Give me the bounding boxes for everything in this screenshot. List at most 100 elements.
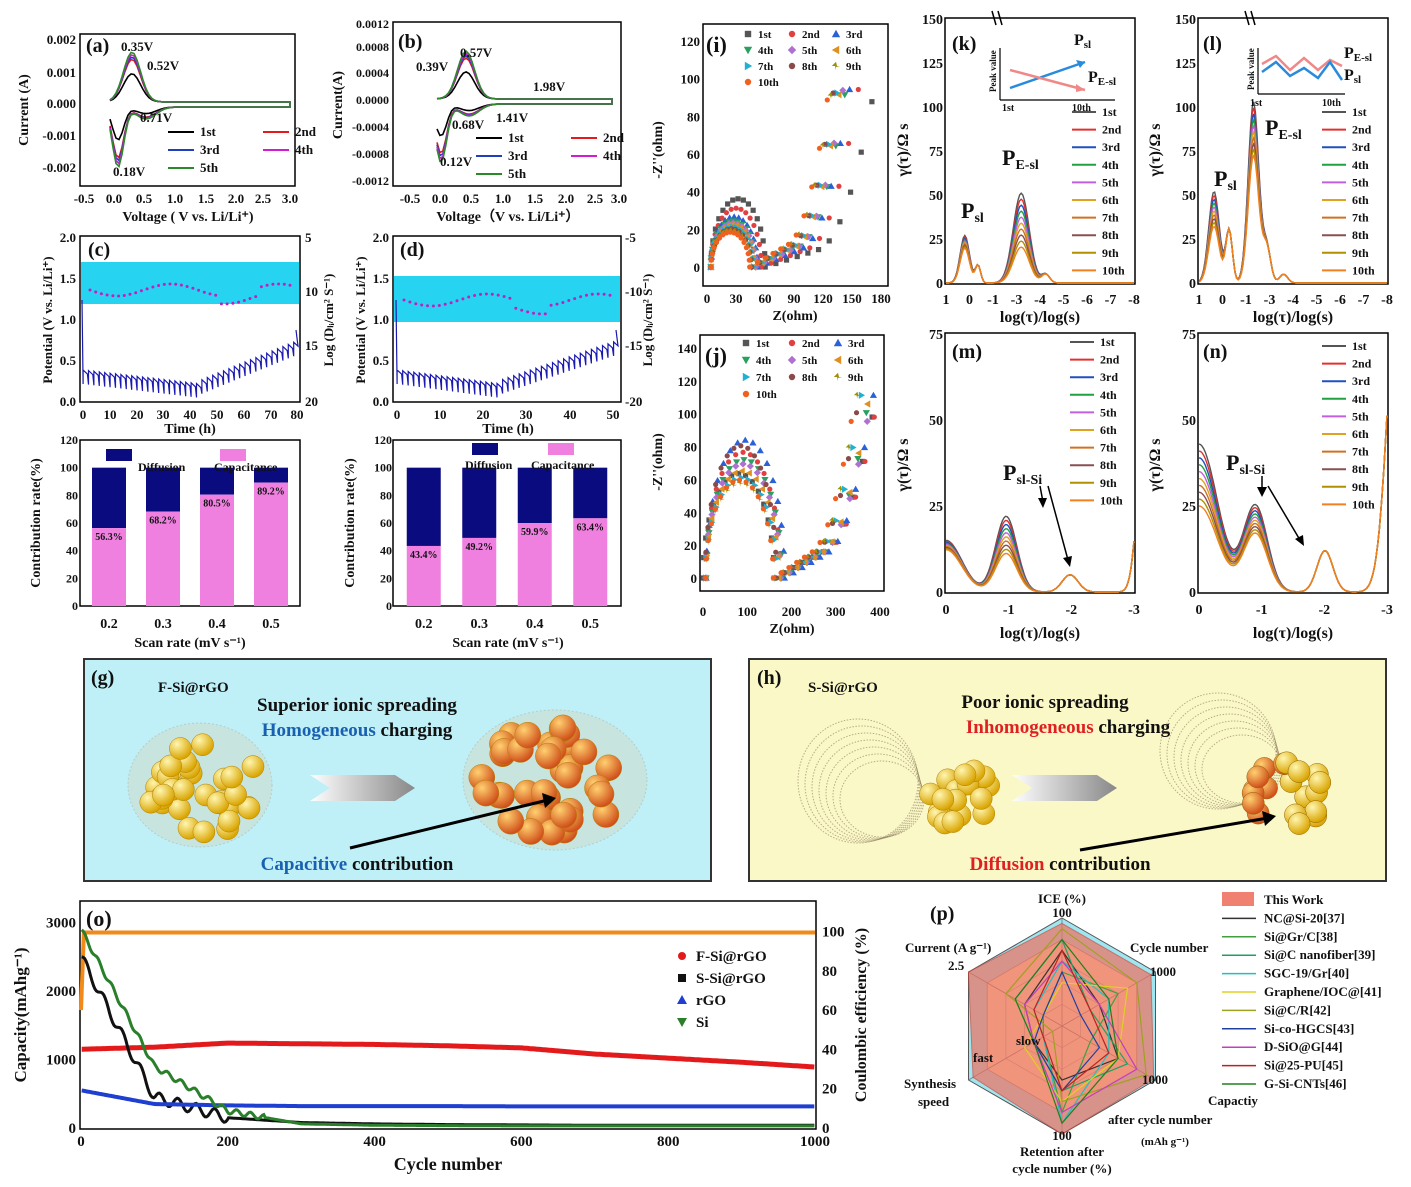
data-point xyxy=(845,85,854,93)
panel-d-label: (d) xyxy=(400,239,424,261)
tick-label: 40 xyxy=(687,185,700,200)
panel-c-frame xyxy=(79,235,301,403)
data-point xyxy=(754,231,760,237)
tick: 2.0 xyxy=(228,191,244,206)
data-point xyxy=(705,537,711,544)
panel-p: (p) ICE (%) 100 Cycle number 1000 1000 C… xyxy=(904,891,1382,1176)
panel-l-yticks: 0 25 50 75 100 125 150 xyxy=(1175,13,1196,292)
peak-label: 0.71V xyxy=(140,110,173,125)
legend-label: 5th xyxy=(200,160,219,175)
data-point xyxy=(725,201,731,207)
inset-ylabel: Peak value xyxy=(1246,48,1256,90)
panel-d-yticks: 2.0 1.5 1.0 0.5 0.0 xyxy=(373,230,390,409)
panel-d-highlight-band xyxy=(394,276,620,322)
panel-d-ylabel: Potential (V vs. Li/Li⁺) xyxy=(353,256,368,383)
tick-label: 200 xyxy=(217,1134,240,1150)
panel-l-ylabel: γ(τ)/Ω s xyxy=(1147,124,1164,178)
data-point xyxy=(749,478,755,485)
panel-b: (b) 0.0012 0.0008 0.0004 0.0000 -0.0004 … xyxy=(331,17,627,225)
data-point xyxy=(819,141,827,150)
diffusion-point xyxy=(484,292,488,296)
panel-d-gitt-curve xyxy=(395,292,619,398)
peak-label: 0.52V xyxy=(147,58,180,73)
legend-label: 8th xyxy=(1352,462,1369,476)
legend-label: 8th xyxy=(1102,228,1119,242)
tick: 0 xyxy=(394,407,401,422)
data-point xyxy=(723,210,730,216)
drt-curve-10 xyxy=(1198,153,1387,284)
data-point xyxy=(743,46,753,55)
panel-m-yticks: 0 25 50 75 xyxy=(929,328,943,601)
radar-axis-value: 2.5 xyxy=(948,958,965,973)
data-point xyxy=(777,521,786,528)
capacity-series-rGO xyxy=(81,1088,815,1109)
data-point xyxy=(708,501,714,508)
data-point xyxy=(785,241,792,247)
bar-value-label: 63.4% xyxy=(577,522,605,533)
data-point xyxy=(741,356,751,365)
data-point xyxy=(738,206,744,212)
tick-label: 25 xyxy=(929,500,943,515)
legend-label: 1st xyxy=(508,130,525,145)
panel-h-particle-cluster xyxy=(919,759,1000,835)
data-point xyxy=(871,414,877,420)
data-point xyxy=(795,242,803,250)
legend-label: 5th xyxy=(508,166,527,181)
legend-label: 4th xyxy=(756,355,771,367)
data-point xyxy=(767,491,775,498)
tick: 0.000 xyxy=(47,96,76,111)
radar-axis-label: after cycle number xyxy=(1108,1112,1213,1127)
tick-label: 60 xyxy=(380,516,392,530)
tick-label: 1000 xyxy=(800,1134,830,1150)
tick-label: 1000 xyxy=(46,1053,76,1069)
inset-x1: 1st xyxy=(1250,98,1263,109)
panel-j-label: (j) xyxy=(705,343,727,368)
tick-label: 400 xyxy=(870,604,890,619)
tick-label: 0 xyxy=(1189,586,1196,601)
data-point xyxy=(716,216,722,222)
data-point xyxy=(705,524,711,530)
data-point xyxy=(781,251,789,259)
panel-m-legend: 1st 2nd 3rd 4th 5th 6th 7th 8th 9th 10th xyxy=(1070,335,1123,507)
data-point xyxy=(746,462,754,470)
tick-label: -7 xyxy=(1105,293,1117,308)
panel-l-inset: Peak value 1st 10th PE-sl Psl xyxy=(1246,45,1372,109)
si-particle xyxy=(550,801,577,829)
legend-label: 6th xyxy=(1100,423,1117,437)
legend-label: 9th xyxy=(1352,480,1369,494)
data-point xyxy=(733,452,739,458)
panel-f-yticks: 0 20 40 60 80 100 120 xyxy=(374,433,392,613)
data-point xyxy=(751,453,758,459)
data-point xyxy=(787,355,797,365)
arrowhead xyxy=(542,793,556,808)
diffusion-point xyxy=(443,302,447,306)
tick: 0.0 xyxy=(432,191,448,206)
radar-axis-value: 100 xyxy=(1052,1128,1072,1143)
legend-label: 2nd xyxy=(802,29,820,41)
tick-label: 0 xyxy=(704,291,711,306)
data-point xyxy=(780,547,788,554)
radar-axis-value: 100 xyxy=(1052,905,1072,920)
tick-label: 0 xyxy=(69,1121,77,1137)
panel-i-label: (i) xyxy=(706,32,727,57)
panel-c: (c) 2.0 1.5 1.0 0.5 0.0 5 10 15 20 0 10 … xyxy=(40,230,336,437)
bar-diffusion xyxy=(517,467,552,524)
data-point xyxy=(833,338,843,347)
tick: 1.5 xyxy=(527,191,544,206)
si-particle xyxy=(514,721,542,749)
diffusion-point xyxy=(502,295,506,298)
category-label: 0.4 xyxy=(208,617,226,632)
panel-h-line1: Poor ionic spreading xyxy=(961,692,1129,713)
data-point xyxy=(863,417,871,425)
panel-j-legend: 1st 2nd 3rd 4th 5th 6th 7th 8th 9th 10th xyxy=(741,338,865,401)
inset-trend-psl xyxy=(1009,60,1086,90)
tick-label: 25 xyxy=(1182,233,1196,248)
data-point xyxy=(712,226,719,232)
data-point xyxy=(788,62,796,70)
tick: 80 xyxy=(291,407,304,422)
legend-label: 5th xyxy=(1102,175,1119,189)
panel-k-legend: 1st 2nd 3rd 4th 5th 6th 7th 8th 9th 10th xyxy=(1072,105,1125,277)
tick-label: 100 xyxy=(678,407,698,422)
bar-value-label: 56.3% xyxy=(95,532,123,543)
data-point xyxy=(869,391,878,398)
